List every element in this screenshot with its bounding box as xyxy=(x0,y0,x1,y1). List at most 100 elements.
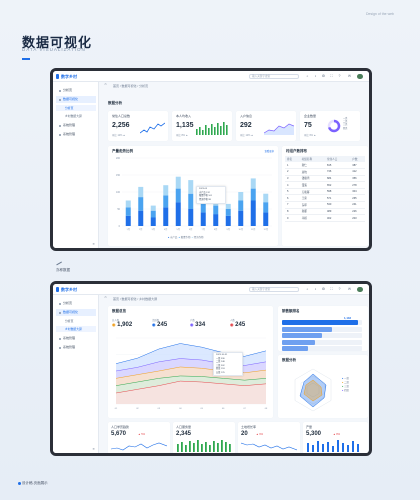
search-input[interactable]: 输入关键字搜索 xyxy=(249,287,299,292)
table-row[interactable]: 9 平桥 462 203 xyxy=(285,214,365,222)
production-chart-card: 产量走势比例 查看更多 0 50 100 150 200 1月 2月 3月 4月 5月 6月 7月 8月… xyxy=(108,146,278,246)
radar-card: 数据分析 ● 一组 ● 二组 ● 三组 ● 四组 xyxy=(278,355,368,418)
y-tick-label: 200 xyxy=(116,157,121,160)
overview-card: 数据总览 总人数 ◉ 1,902 活跃数 ◉ 245 户数 ◉ 334 人数 ◉… xyxy=(108,306,273,418)
bottom-card-output: 产量 5,300 ▲ 8% xyxy=(303,422,368,453)
x-tick-label: 07 xyxy=(243,408,246,410)
brand-name[interactable]: 数字乡村 xyxy=(61,73,77,79)
x-tick-label: 7月 xyxy=(202,227,205,231)
sidebar-item-overview[interactable]: 分析页 xyxy=(56,300,96,307)
sidebar-sub-analysis[interactable]: 分析页 xyxy=(65,319,74,323)
search-input[interactable]: 输入关键字搜索 xyxy=(249,74,299,79)
table-row[interactable]: 1 新仁 815 387 xyxy=(285,162,365,170)
sidebar-sub-screen[interactable]: 乡村数据大屏 xyxy=(56,326,96,332)
x-tick-label: 08 xyxy=(265,408,268,410)
donut-legend: 一类 二类 三类 四类 xyxy=(343,118,348,130)
overview-stat: 人数 ◉ 245 xyxy=(230,319,246,328)
bar-segment xyxy=(225,209,231,216)
message-icon[interactable]: ✉ xyxy=(348,74,351,78)
top-bar: 数字乡村 输入关键字搜索 ⌕ ♪ ⚙ ⛶ ? ✉ xyxy=(53,71,369,82)
bar-segment xyxy=(138,210,144,226)
collapse-icon[interactable]: ≡ xyxy=(92,447,95,451)
sidebar-item-overview[interactable]: 分析页 xyxy=(56,87,96,94)
ranking-title: 销售额排名 xyxy=(282,309,300,313)
table-row[interactable]: 8 新都 489 226 xyxy=(285,208,365,216)
avatar[interactable] xyxy=(357,286,363,292)
bar-segment xyxy=(263,212,269,226)
table-row[interactable]: 2 双坑 746 412 xyxy=(285,168,365,176)
bar-segment xyxy=(238,200,244,211)
kpi-card-households[interactable]: 入户信息 292 环比 12% ▲ xyxy=(236,111,296,141)
screen-analysis: 数字乡村 输入关键字搜索 ⌕ ♪ ⚙ ⛶ ? ✉ 分析页 数据可视化 分析页 乡… xyxy=(50,68,372,251)
home-icon[interactable]: ⌂ xyxy=(104,295,107,299)
bar-segment xyxy=(213,214,219,226)
bar-segment xyxy=(125,207,131,216)
kpi-sub: 环比 8% ▲ xyxy=(176,134,188,137)
fullscreen-icon[interactable]: ⛶ xyxy=(330,287,333,291)
ranking-bar xyxy=(282,326,362,332)
radar-chart xyxy=(294,368,332,412)
village-table-card: 村组户数排布 排名 村组名称 常住人口 户数 1 新仁 815 387 2 双坑 746 412 3 钱… xyxy=(282,146,368,246)
x-tick-label: 8月 xyxy=(214,227,217,231)
x-tick-label: 9月 xyxy=(227,227,230,231)
sidebar-item-dataviz[interactable]: 数据可视化 xyxy=(56,309,96,316)
home-icon[interactable]: ⌂ xyxy=(104,82,107,86)
x-tick-label: 2月 xyxy=(139,227,142,231)
overview-title: 数据总览 xyxy=(112,309,126,313)
section-caption: 亦称数据 xyxy=(56,268,70,272)
kpi-sparkline xyxy=(140,122,165,134)
kpi-card-population[interactable]: 常住人口总数 2,256 环比 12% ▲ xyxy=(108,111,168,141)
settings-icon[interactable]: ⚙ xyxy=(321,74,326,78)
table-row[interactable]: 4 漫溪 652 278 xyxy=(285,181,365,189)
collapse-icon[interactable]: ≡ xyxy=(92,242,95,246)
bell-icon[interactable]: ♪ xyxy=(314,287,317,291)
avatar[interactable] xyxy=(357,73,363,79)
overview-stat: 活跃数 ◉ 245 xyxy=(152,319,168,328)
bell-icon[interactable]: ♪ xyxy=(314,74,317,78)
bar-segment xyxy=(225,215,231,226)
view-more-link[interactable]: 查看更多 xyxy=(264,150,274,153)
help-icon[interactable]: ? xyxy=(338,287,341,291)
overview-stat: 总人数 ◉ 1,902 xyxy=(112,319,133,328)
bar-segment xyxy=(188,180,194,194)
legend-label: 水产品 xyxy=(170,236,178,239)
message-icon[interactable]: ✉ xyxy=(348,287,351,291)
sidebar-item-system-2[interactable]: 系统管理 xyxy=(56,344,96,351)
kpi-card-income[interactable]: 本人均收入 1,135 环比 8% ▲ xyxy=(172,111,232,141)
fullscreen-icon[interactable]: ⛶ xyxy=(330,74,333,78)
brand-name[interactable]: 数字乡村 xyxy=(61,286,77,292)
table-row[interactable]: 6 王家 571 265 xyxy=(285,194,365,203)
bar-segment xyxy=(225,203,231,209)
section-divider xyxy=(56,261,62,265)
bar-segment xyxy=(263,193,269,203)
x-tick-label: 10月 xyxy=(238,227,243,231)
settings-icon[interactable]: ⚙ xyxy=(321,287,326,291)
service-mini-bars xyxy=(177,440,231,452)
sidebar-item-system-2[interactable]: 系统管理 xyxy=(56,131,96,138)
radar-title: 数据分析 xyxy=(282,358,296,362)
kpi-card-enterprises[interactable]: 企业数量 75 环比 6% ▲ 一类 二类 三类 四类 xyxy=(300,111,360,141)
title-underline xyxy=(22,58,30,60)
table-row[interactable]: 5 万和寨 598 304 xyxy=(285,188,365,196)
search-icon[interactable]: ⌕ xyxy=(306,74,309,78)
sidebar-item-system[interactable]: 系统管理 xyxy=(56,335,96,342)
bar-segment xyxy=(175,202,181,226)
bar-segment xyxy=(163,185,169,196)
bar-segment xyxy=(125,215,131,226)
bar-segment xyxy=(138,197,144,211)
table-row[interactable]: 3 钱塘湾 684 356 xyxy=(285,175,365,183)
x-tick-label: 11月 xyxy=(251,227,255,231)
legend-label: 粮食作物 xyxy=(180,236,191,239)
ranking-bars xyxy=(282,320,362,353)
village-table: 排名 村组名称 常住人口 户数 1 新仁 815 387 2 双坑 746 412 3 钱塘湾 684 35… xyxy=(285,156,365,222)
sidebar-item-system[interactable]: 系统管理 xyxy=(56,122,96,129)
sidebar-sub-screen[interactable]: 乡村数据大屏 xyxy=(65,114,82,118)
sidebar-item-dataviz[interactable]: 数据可视化 xyxy=(56,96,96,103)
bar-legend: ● 水产品 ● 粮食作物 ● 经济作物 xyxy=(168,236,204,239)
bar-segment xyxy=(150,205,156,211)
sidebar-sub-analysis[interactable]: 分析页 xyxy=(56,105,96,111)
table-row[interactable]: 7 东坪 530 241 xyxy=(285,201,365,209)
x-tick-label: 4月 xyxy=(164,227,167,231)
help-icon[interactable]: ? xyxy=(338,74,341,78)
search-icon[interactable]: ⌕ xyxy=(306,287,309,291)
